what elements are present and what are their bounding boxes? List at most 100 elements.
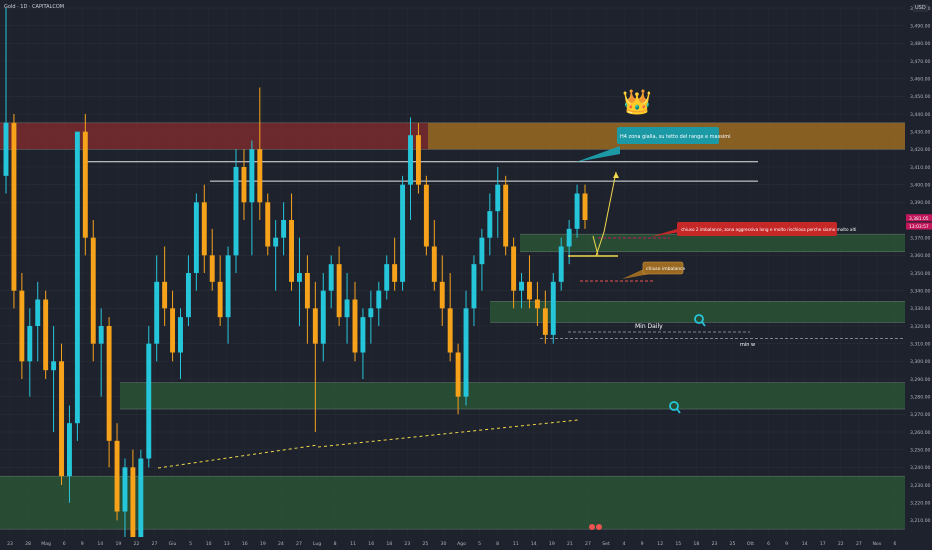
- x-tick-label: Nov: [872, 541, 881, 547]
- symbol-title: Gold · 1D · CAPITALCOM: [4, 4, 65, 10]
- price-badges: 3,381.05 13:03:57: [906, 214, 932, 230]
- candle-body: [257, 149, 263, 203]
- annotations-overlay: H4 zona gialla, su tetto del range e mas…: [568, 88, 856, 530]
- candle-body: [487, 211, 493, 238]
- candle-body: [368, 308, 374, 318]
- x-tick-label: 9: [81, 541, 84, 547]
- x-tick-label: Mag: [41, 541, 51, 547]
- candle-body: [146, 343, 152, 459]
- x-tick-label: 14: [802, 541, 808, 547]
- x-tick-label: 27: [296, 541, 302, 547]
- y-tick-label: 3,310.00: [910, 341, 931, 347]
- candle-body: [130, 467, 136, 538]
- y-tick-label: 3,370.00: [910, 235, 931, 241]
- candle-body: [392, 264, 398, 282]
- candle-body: [43, 299, 49, 371]
- candle-body: [519, 281, 525, 291]
- candle-body: [447, 308, 453, 353]
- candle-body: [249, 149, 255, 203]
- x-tick-label: 6: [894, 541, 897, 547]
- candle-body: [217, 281, 223, 318]
- callout-h4-text: H4 zona gialla, su tetto del range e mas…: [620, 134, 730, 140]
- candle-body: [273, 237, 279, 247]
- candle-body: [423, 184, 429, 247]
- y-tick-label: 3,290.00: [910, 377, 931, 383]
- y-tick-label: 3,410.00: [910, 165, 931, 171]
- candle-body: [328, 264, 334, 291]
- currency-badge[interactable]: USD: [913, 4, 928, 12]
- candle-body: [233, 167, 239, 256]
- x-tick-label: 19: [549, 541, 555, 547]
- y-tick-label: 3,360.00: [910, 253, 931, 259]
- x-tick-label: 23: [7, 541, 13, 547]
- candle-body: [185, 273, 191, 318]
- zone-red: [0, 122, 428, 150]
- y-tick-label: 3,420.00: [910, 147, 931, 153]
- time-axis-labels: 23 28 Mag 6 9 14 19 22 27 Giu 5 10 13 16 19 24 27 Lug 8 11 1…: [7, 541, 896, 547]
- candlesticks: [3, 8, 588, 550]
- x-tick-label: 25: [422, 541, 428, 547]
- y-tick-label: 3,330.00: [910, 306, 931, 312]
- min-daily-label: Min Daily: [635, 323, 663, 330]
- crown-emoji: 👑: [622, 88, 652, 116]
- candle-body: [304, 273, 310, 309]
- x-tick-label: Ago: [457, 541, 466, 547]
- y-tick-label: 3,320.00: [910, 324, 931, 330]
- y-tick-label: 3,460.00: [910, 76, 931, 82]
- magnifier-icon: [669, 401, 681, 414]
- x-tick-label: 19: [260, 541, 266, 547]
- x-tick-label: 9: [785, 541, 788, 547]
- x-tick-label: 12: [657, 541, 663, 547]
- x-tick-label: 24: [278, 541, 284, 547]
- price-badge: [906, 222, 932, 230]
- candle-body: [574, 193, 580, 229]
- event-badge: [596, 524, 602, 530]
- candle-body: [225, 255, 231, 318]
- candle-body: [27, 326, 33, 362]
- candle-body: [312, 308, 318, 344]
- trendline-lower-left: [157, 444, 319, 469]
- x-tick-label: 6: [63, 541, 66, 547]
- time-axis: [0, 537, 932, 550]
- candle-body: [59, 361, 64, 477]
- candle-body: [51, 361, 57, 371]
- candle-body: [566, 228, 572, 247]
- level-lines: [84, 161, 905, 339]
- candle-body: [209, 255, 215, 282]
- x-tick-label: 22: [133, 541, 139, 547]
- price-badge: [906, 214, 932, 222]
- callout-orange: [642, 261, 684, 275]
- x-tick-label: 16: [368, 541, 374, 547]
- y-tick-label: 3,270.00: [910, 412, 931, 418]
- candle-body: [336, 264, 342, 318]
- candle-body: [439, 281, 445, 309]
- x-tick-label: Set: [602, 541, 610, 547]
- candle-body: [154, 281, 160, 344]
- x-tick-label: 28: [25, 541, 31, 547]
- x-tick-label: 16: [242, 541, 248, 547]
- candle-body: [82, 131, 88, 238]
- x-tick-label: 27: [585, 541, 591, 547]
- x-tick-label: 17: [820, 541, 826, 547]
- zone-green: [490, 301, 905, 323]
- candle-body: [415, 135, 421, 185]
- candle-body: [384, 264, 390, 291]
- candle-body: [558, 246, 564, 282]
- zone-green: [0, 476, 905, 530]
- x-tick-label: 11: [513, 541, 519, 547]
- trend-lines: [157, 419, 579, 469]
- candle-body: [3, 122, 9, 176]
- y-tick-label: 3,240.00: [910, 465, 931, 471]
- candle-body: [265, 202, 271, 247]
- candle-body: [471, 264, 477, 309]
- x-tick-label: 14: [97, 541, 103, 547]
- min-w-label: min w: [740, 342, 755, 348]
- x-tick-label: 8: [334, 541, 337, 547]
- x-tick-label: 27: [152, 541, 158, 547]
- event-badge: [589, 524, 595, 530]
- y-tick-label: 3,230.00: [910, 483, 931, 489]
- candle-body: [289, 220, 294, 282]
- zone-green: [120, 382, 905, 410]
- candle-body: [408, 135, 413, 185]
